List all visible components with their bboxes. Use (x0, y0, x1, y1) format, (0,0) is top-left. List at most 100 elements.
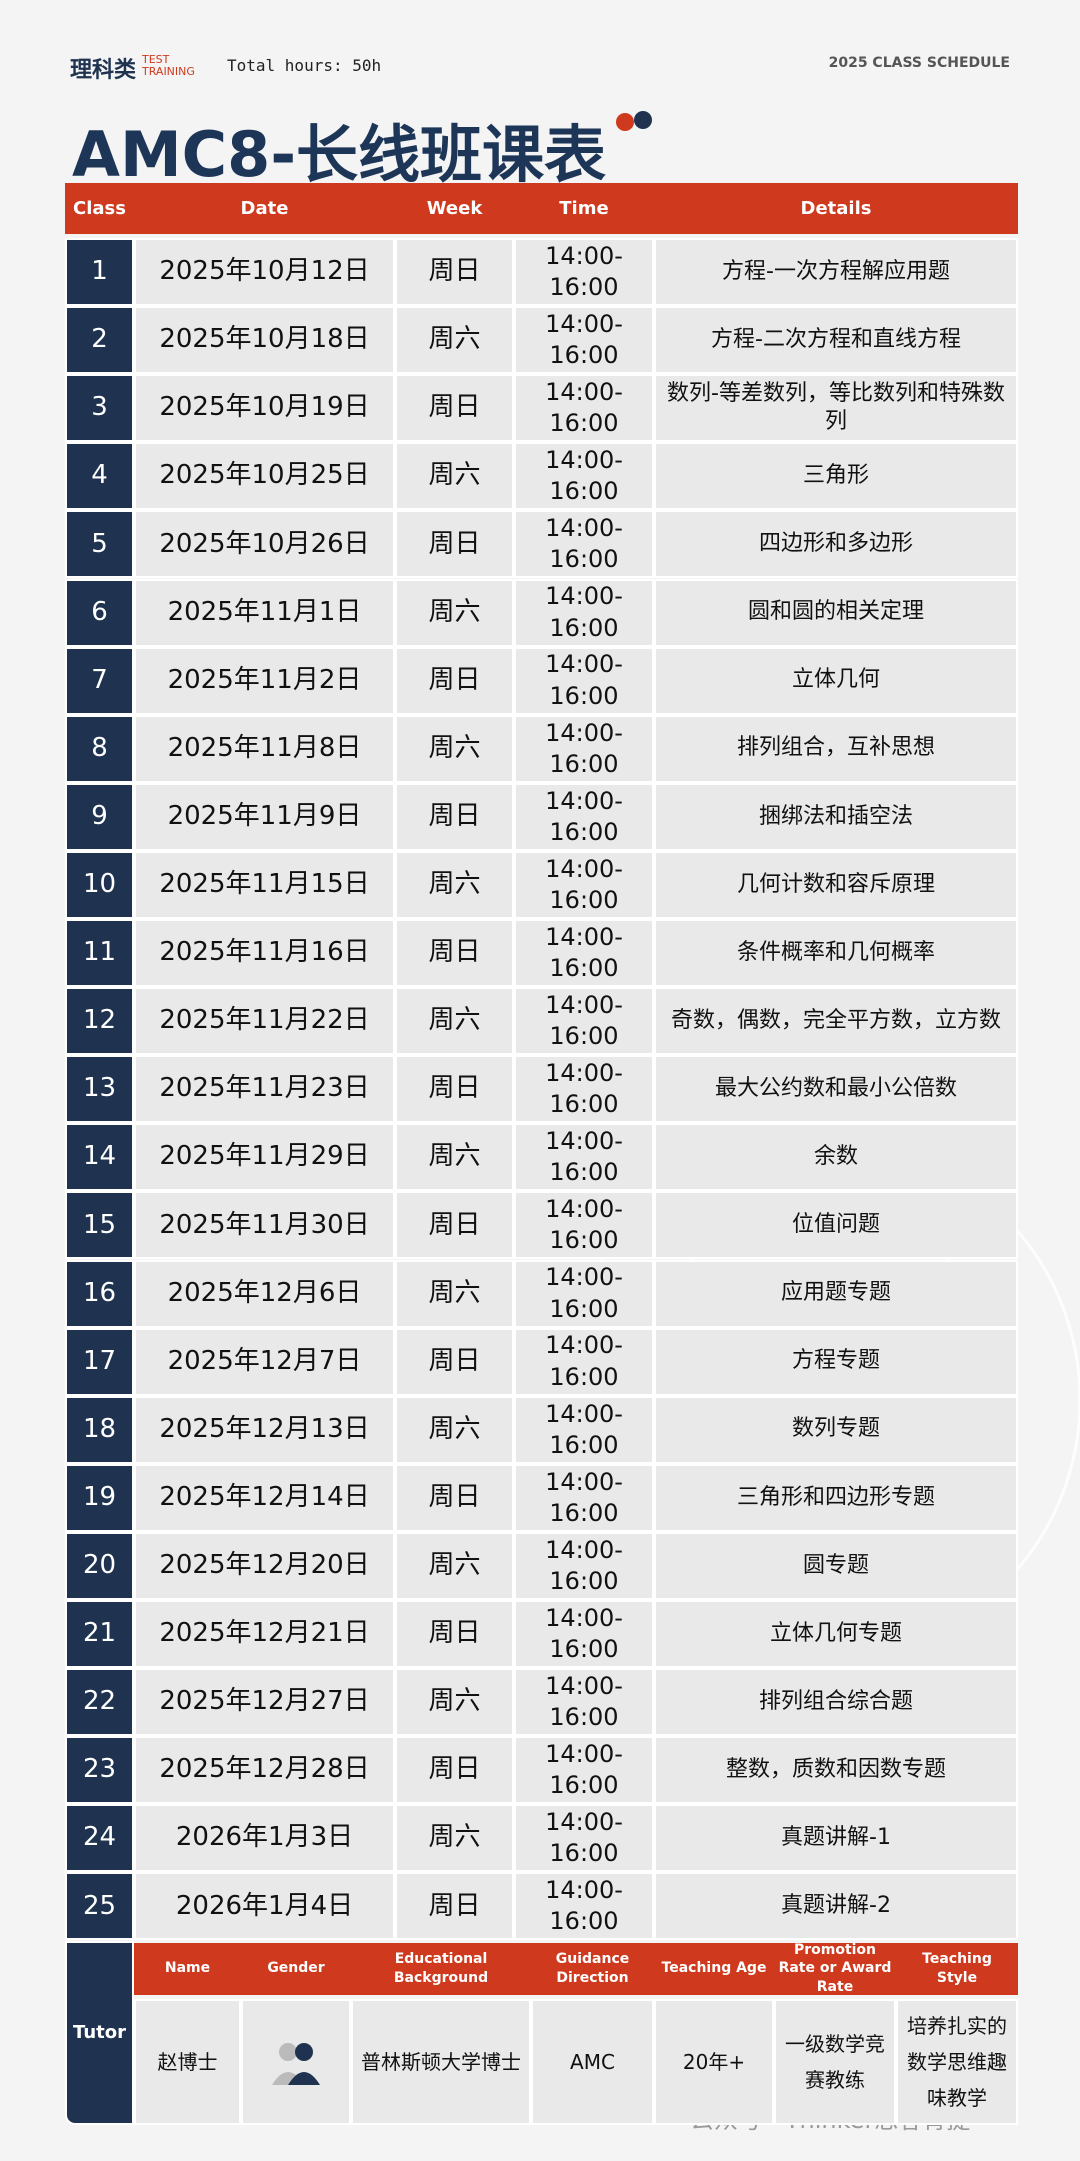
table-cell: 14:00-16:00 (514, 1327, 654, 1396)
class-number: 12 (65, 987, 134, 1056)
table-cell: 2026年1月4日 (134, 1872, 395, 1941)
class-number: 21 (65, 1600, 134, 1669)
table-cell: 2025年11月30日 (134, 1191, 395, 1260)
tutor-column-header: Promotion Rate or Award Rate (774, 1942, 896, 1995)
table-cell: 周日 (395, 1736, 514, 1805)
table-cell: 14:00-16:00 (514, 1872, 654, 1941)
table-cell: 奇数，偶数，完全平方数，立方数 (654, 987, 1018, 1056)
table-cell: 2025年11月8日 (134, 714, 395, 783)
table-cell: 14:00-16:00 (514, 1736, 654, 1805)
class-number: 4 (65, 442, 134, 511)
column-header: Time (514, 183, 654, 234)
class-number: 13 (65, 1055, 134, 1124)
table-cell: 2026年1月3日 (134, 1804, 395, 1873)
table-cell: 2025年12月14日 (134, 1463, 395, 1532)
class-number: 6 (65, 578, 134, 647)
class-number: 24 (65, 1804, 134, 1873)
class-number: 15 (65, 1191, 134, 1260)
table-cell: 最大公约数和最小公倍数 (654, 1055, 1018, 1124)
class-number: 10 (65, 850, 134, 919)
table-cell: 周六 (395, 850, 514, 919)
table-cell: 14:00-16:00 (514, 1600, 654, 1669)
class-number: 3 (65, 374, 134, 443)
table-cell: 整数，质数和因数专题 (654, 1736, 1018, 1805)
table-cell: 14:00-16:00 (514, 646, 654, 715)
table-cell: 14:00-16:00 (514, 987, 654, 1056)
column-header: Details (654, 183, 1018, 234)
tutor-column-header: Gender (241, 1942, 351, 1995)
class-number: 16 (65, 1259, 134, 1328)
column-header: Week (395, 183, 514, 234)
table-cell: 2025年10月18日 (134, 306, 395, 375)
table-cell: 周日 (395, 374, 514, 443)
table-cell: 14:00-16:00 (514, 919, 654, 988)
table-cell: 2025年11月15日 (134, 850, 395, 919)
class-number: 5 (65, 510, 134, 579)
table-cell: 排列组合综合题 (654, 1668, 1018, 1737)
tutor-cell: 培养扎实的数学思维趣味教学 (896, 1998, 1018, 2125)
table-cell: 周日 (395, 238, 514, 307)
table-cell: 条件概率和几何概率 (654, 919, 1018, 988)
table-cell: 14:00-16:00 (514, 1531, 654, 1600)
tutor-column-header: Teaching Style (896, 1942, 1018, 1995)
table-cell: 立体几何 (654, 646, 1018, 715)
table-cell: 2025年11月1日 (134, 578, 395, 647)
table-cell: 2025年12月27日 (134, 1668, 395, 1737)
tutor-cell: 赵博士 (134, 1998, 241, 2125)
table-cell: 14:00-16:00 (514, 1123, 654, 1192)
table-cell: 周日 (395, 1600, 514, 1669)
class-number: 7 (65, 646, 134, 715)
table-cell: 14:00-16:00 (514, 510, 654, 579)
table-cell: 周六 (395, 714, 514, 783)
column-header: Class (65, 183, 134, 234)
class-number: 2 (65, 306, 134, 375)
table-cell: 三角形和四边形专题 (654, 1463, 1018, 1532)
table-cell: 周六 (395, 1804, 514, 1873)
table-cell: 2025年11月23日 (134, 1055, 395, 1124)
table-cell: 14:00-16:00 (514, 1259, 654, 1328)
table-cell: 2025年12月6日 (134, 1259, 395, 1328)
tutor-column-header: Educational Background (351, 1942, 531, 1995)
table-cell: 周日 (395, 1191, 514, 1260)
table-cell: 周日 (395, 1327, 514, 1396)
table-cell: 14:00-16:00 (514, 782, 654, 851)
table-cell: 四边形和多边形 (654, 510, 1018, 579)
class-number: 20 (65, 1531, 134, 1600)
table-cell: 14:00-16:00 (514, 1463, 654, 1532)
table-cell: 圆专题 (654, 1531, 1018, 1600)
tutor-cell: AMC (531, 1998, 654, 2125)
table-cell: 捆绑法和插空法 (654, 782, 1018, 851)
table-cell: 周日 (395, 1055, 514, 1124)
table-cell: 2025年10月25日 (134, 442, 395, 511)
table-cell: 几何计数和容斥原理 (654, 850, 1018, 919)
table-cell: 14:00-16:00 (514, 442, 654, 511)
table-cell: 立体几何专题 (654, 1600, 1018, 1669)
table-cell: 2025年12月21日 (134, 1600, 395, 1669)
table-cell: 排列组合，互补思想 (654, 714, 1018, 783)
total-hours: Total hours: 50h (227, 56, 382, 75)
tutor-cell: 20年+ (654, 1998, 774, 2125)
table-cell: 14:00-16:00 (514, 1395, 654, 1464)
table-cell: 周日 (395, 1872, 514, 1941)
table-cell: 周日 (395, 1463, 514, 1532)
table-cell: 14:00-16:00 (514, 1804, 654, 1873)
table-cell: 周六 (395, 578, 514, 647)
class-number: 23 (65, 1736, 134, 1805)
table-cell: 真题讲解-2 (654, 1872, 1018, 1941)
table-cell: 应用题专题 (654, 1259, 1018, 1328)
table-cell: 2025年12月20日 (134, 1531, 395, 1600)
gender-icon-svg (272, 2042, 320, 2085)
tutor-cell: 普林斯顿大学博士 (351, 1998, 531, 2125)
table-cell: 方程-二次方程和直线方程 (654, 306, 1018, 375)
class-number: 14 (65, 1123, 134, 1192)
gender-icon (241, 1998, 351, 2125)
table-cell: 周六 (395, 987, 514, 1056)
logo: 理科类 (70, 58, 137, 83)
class-number: 18 (65, 1395, 134, 1464)
table-cell: 周六 (395, 1531, 514, 1600)
table-cell: 2025年11月16日 (134, 919, 395, 988)
class-number: 8 (65, 714, 134, 783)
table-cell: 2025年11月9日 (134, 782, 395, 851)
column-header: Date (134, 183, 395, 234)
